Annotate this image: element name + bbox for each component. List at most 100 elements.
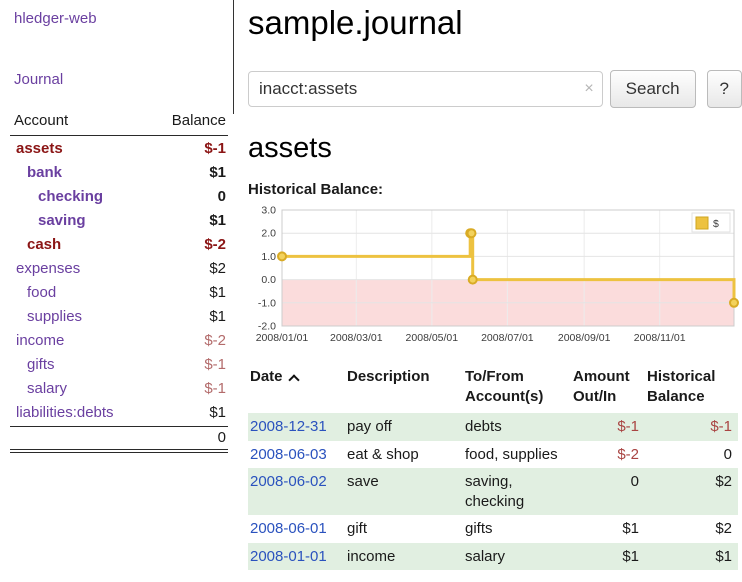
- search-input[interactable]: [248, 71, 603, 107]
- x-axis-tick-label: 2008/05/01: [406, 332, 459, 344]
- account-balance: $2: [209, 260, 226, 277]
- amount-cell: $-1: [571, 413, 645, 441]
- help-button[interactable]: ?: [707, 70, 742, 108]
- account-balance: 0: [218, 188, 226, 205]
- account-row-liabilities-debts: liabilities:debts $1: [10, 400, 228, 424]
- balance-cell: $1: [645, 543, 738, 571]
- accounts-cell: food, supplies: [463, 441, 571, 469]
- chart-point: [468, 229, 476, 237]
- y-axis-tick-label: 3.0: [261, 205, 276, 217]
- account-row-salary: salary $-1: [10, 376, 228, 400]
- account-link[interactable]: checking: [10, 188, 103, 205]
- transaction-date-link[interactable]: 2008-06-02: [250, 473, 327, 490]
- account-row-supplies: supplies$1: [10, 304, 228, 328]
- register-row: 2008-06-02 savesaving, checking0$2: [248, 468, 738, 515]
- account-balance: $1: [209, 284, 226, 301]
- sort-ascending-icon: [288, 374, 299, 385]
- x-axis-tick-label: 2008/11/01: [634, 332, 686, 344]
- description-cell: income: [345, 543, 463, 571]
- app-title-link[interactable]: hledger-web: [14, 10, 238, 27]
- clear-search-icon[interactable]: ×: [584, 79, 593, 98]
- register-row: 2008-06-03 eat & shopfood, supplies$-20: [248, 441, 738, 469]
- y-axis-tick-label: 2.0: [261, 228, 276, 240]
- accounts-cell: debts: [463, 413, 571, 441]
- register-row: 2008-12-31pay offdebts$-1$-1: [248, 413, 738, 441]
- x-axis-tick-label: 2008/01/01: [256, 332, 309, 344]
- description-cell: gift: [345, 515, 463, 543]
- account-balance: $-1: [204, 380, 226, 397]
- account-balance: $1: [209, 404, 226, 421]
- account-link[interactable]: saving: [10, 212, 86, 229]
- column-header-balance: HistoricalBalance: [645, 364, 738, 413]
- balance-cell: 0: [645, 441, 738, 469]
- accounts-list: assets $-1 bank $1 checking 0 saving $1 cash $-2 e…: [10, 136, 228, 424]
- column-header-amount: AmountOut/In: [571, 364, 645, 413]
- account-link[interactable]: income: [10, 332, 64, 349]
- account-balance: $1: [209, 212, 226, 229]
- account-link[interactable]: supplies: [10, 308, 82, 325]
- amount-cell: $-2: [571, 441, 645, 469]
- page-title: sample.journal: [248, 4, 742, 42]
- y-axis-tick-label: -1.0: [258, 297, 276, 309]
- accounts-total-value: 0: [218, 429, 226, 446]
- search-box: ×: [248, 71, 603, 107]
- x-axis-tick-label: 2008/09/01: [558, 332, 611, 344]
- chart-point: [469, 276, 477, 284]
- account-link[interactable]: bank: [10, 164, 62, 181]
- amount-cell: $1: [571, 515, 645, 543]
- chart-point: [730, 299, 738, 307]
- account-link[interactable]: assets: [10, 140, 63, 157]
- account-link[interactable]: liabilities:debts: [10, 404, 114, 421]
- account-link[interactable]: expenses: [10, 260, 80, 277]
- account-row-saving: saving $1: [10, 208, 228, 232]
- date-cell: 2008-06-01: [248, 515, 345, 543]
- account-row-cash: cash $-2: [10, 232, 228, 256]
- accounts-panel: Account Balance assets $-1 bank $1 checking 0…: [10, 108, 228, 453]
- y-axis-tick-label: 1.0: [261, 251, 276, 263]
- register-row: 2008-01-01incomesalary$1$1: [248, 543, 738, 571]
- sidebar: hledger-web Journal Account Balance asse…: [0, 0, 238, 453]
- account-link[interactable]: gifts: [10, 356, 55, 373]
- account-link[interactable]: food: [10, 284, 56, 301]
- column-header-date[interactable]: Date: [248, 364, 345, 413]
- accounts-cell: salary: [463, 543, 571, 571]
- balance-cell: $2: [645, 515, 738, 543]
- y-axis-tick-label: 0.0: [261, 274, 276, 286]
- description-cell: save: [345, 468, 463, 515]
- search-button[interactable]: Search: [610, 70, 696, 108]
- chart-title: Historical Balance:: [248, 181, 742, 198]
- legend-label: $: [713, 218, 719, 230]
- transaction-date-link[interactable]: 2008-01-01: [250, 548, 327, 565]
- historical-balance-chart: 3.0 2.0 1.0 0.0 -1.0 -2.02008/01/01 2008/03/01…: [248, 202, 742, 352]
- account-balance: $1: [209, 164, 226, 181]
- transaction-date-link[interactable]: 2008-06-01: [250, 520, 327, 537]
- accounts-cell: gifts: [463, 515, 571, 543]
- main-content: sample.journal × Search ? assets Histori…: [248, 0, 742, 570]
- x-axis-tick-label: 2008/03/01: [330, 332, 383, 344]
- account-row-income: income$-2: [10, 328, 228, 352]
- amount-cell: 0: [571, 468, 645, 515]
- search-form: × Search ?: [248, 70, 742, 108]
- date-cell: 2008-12-31: [248, 413, 345, 441]
- account-link[interactable]: salary: [10, 380, 67, 397]
- account-row-gifts: gifts$-1: [10, 352, 228, 376]
- account-link[interactable]: cash: [10, 236, 61, 253]
- transaction-date-link[interactable]: 2008-06-03: [250, 446, 327, 463]
- account-title: assets: [248, 132, 742, 165]
- accounts-header-row: Account Balance: [10, 108, 228, 136]
- sidebar-item-journal[interactable]: Journal: [14, 71, 238, 88]
- y-axis-tick-label: -2.0: [258, 321, 276, 333]
- account-balance: $-2: [204, 236, 226, 253]
- legend-swatch-icon: [696, 217, 708, 229]
- description-cell: eat & shop: [345, 441, 463, 469]
- accounts-column-account: Account: [14, 112, 68, 129]
- accounts-cell: saving, checking: [463, 468, 571, 515]
- amount-cell: $1: [571, 543, 645, 571]
- transaction-date-link[interactable]: 2008-12-31: [250, 418, 327, 435]
- column-header-accounts: To/FromAccount(s): [463, 364, 571, 413]
- register-body: 2008-12-31pay offdebts$-1$-1 2008-06-03 ea…: [248, 413, 738, 570]
- balance-cell: $2: [645, 468, 738, 515]
- register-row: 2008-06-01 giftgifts$1$2: [248, 515, 738, 543]
- chart-point: [278, 252, 286, 260]
- date-cell: 2008-01-01: [248, 543, 345, 571]
